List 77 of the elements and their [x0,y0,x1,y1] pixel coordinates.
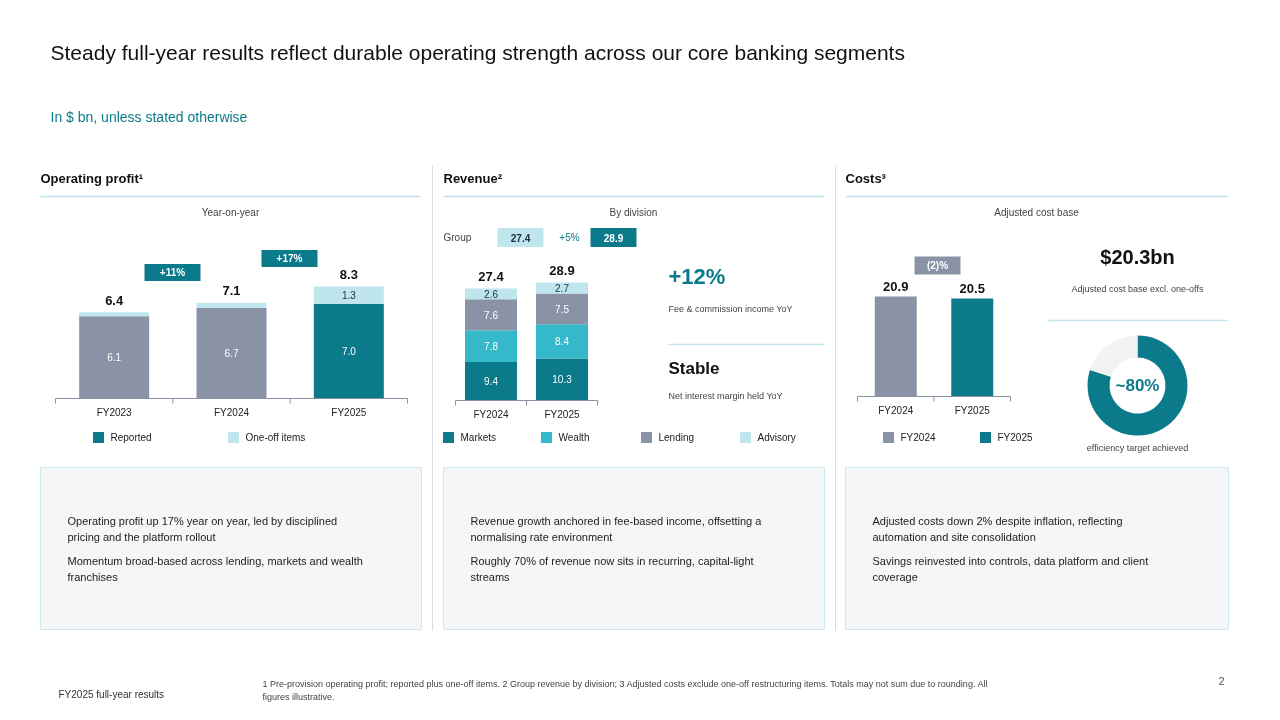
legend-label: Advisory [757,432,796,443]
text: 27.4 [510,232,531,244]
text: Momentum broad-based across lending, markets and wealth franchises [67,554,363,583]
text: (2)% [926,260,949,271]
data-label: 7.0 [341,346,357,358]
data-label: 6.7 [224,348,239,360]
text: Adjusted costs down 2% despite inflation, reflecting automation and site consolidation [872,514,1123,543]
legend-label: Reported [110,432,152,443]
bar [536,324,588,359]
bar [465,299,517,331]
bar [313,286,384,305]
total-label: 8.3 [339,267,358,282]
text: 2 [1218,674,1225,687]
text: By division [609,207,658,218]
data-label: 1.3 [341,290,357,302]
chart-title: Costs³ [845,171,887,186]
data-label: 20.5 [959,280,985,296]
bar [79,312,150,317]
text: FY2025 full-year results [58,689,165,700]
x-tick-label: FY2025 [954,405,991,416]
chart-title: Revenue² [443,171,503,186]
x-tick-label: FY2024 [473,409,509,420]
text: Adjusted cost base [994,207,1080,218]
data-label: 9.4 [484,376,499,388]
text: Operating profit up 17% year on year, led by disciplined pricing and the platform rollout [67,514,338,543]
chart-subtitle: Year-on-year [201,207,260,218]
text: In $ bn, unless stated otherwise [50,108,248,125]
x-tick-label: FY2023 [96,407,133,418]
text: efficiency target achieved [1086,442,1189,453]
text: +17% [276,253,303,264]
bar [313,304,384,399]
text: Fee & commission income YoY [668,303,793,314]
data-label: 8.4 [555,336,570,348]
legend-label: Wealth [558,432,590,443]
text: 28.9 [603,232,624,244]
bar [536,293,588,325]
legend-label: Markets [460,432,497,443]
bar [536,282,588,294]
legend-label: One-off items [245,432,306,443]
text: Stable [668,359,720,378]
text: Net interest margin held YoY [668,390,783,401]
bar [465,362,517,401]
bar [196,302,267,309]
data-label: 20.9 [883,279,909,294]
text: +5% [559,232,580,243]
text: $20.3bn [1100,245,1175,268]
total-label: 7.1 [222,283,241,299]
x-tick-label: FY2025 [331,407,367,418]
data-label: 7.5 [555,303,570,315]
data-label: 10.3 [552,374,573,386]
data-label: 6.1 [107,352,122,364]
data-label: 2.6 [484,288,499,300]
text: +11% [159,267,186,278]
text: Savings reinvested into controls, data platform and client coverage [872,554,1149,583]
bar [536,358,588,401]
text: Revenue growth anchored in fee-based income, offsetting a normalising rate environment [470,514,763,543]
x-tick-label: FY2024 [878,405,914,416]
text: Adjusted cost base excl. one-offs [1071,283,1204,294]
text: +12% [668,264,726,289]
total-label: 6.4 [105,292,124,308]
bar [465,330,517,363]
x-tick-label: FY2024 [213,407,250,418]
chart-title: Operating profit¹ [40,171,144,186]
data-label: 7.8 [484,341,499,353]
total-label: 27.4 [478,269,505,285]
data-label: 7.6 [484,309,499,321]
text: Roughly 70% of revenue now sits in recurring, capital-light streams [470,554,754,583]
total-label: 28.9 [549,263,575,278]
data-label: 2.7 [555,283,570,295]
text: Steady full-year results reflect durable operating strength across our core banking segments [50,41,905,64]
legend-label: Lending [658,432,695,443]
text: Group [443,232,472,243]
text: FY2024 [900,432,936,443]
x-tick-label: FY2025 [544,409,580,420]
text: 1 Pre-provision operating profit; reported plus one-off items. 2 Group revenue by division; 3 Adjusted costs exclude one-off restructuring items. Totals may not sum due to rounding. All figures illustrative. [262,678,988,702]
legend-label: FY2025 [997,432,1033,443]
text: ~80% [1115,376,1160,395]
